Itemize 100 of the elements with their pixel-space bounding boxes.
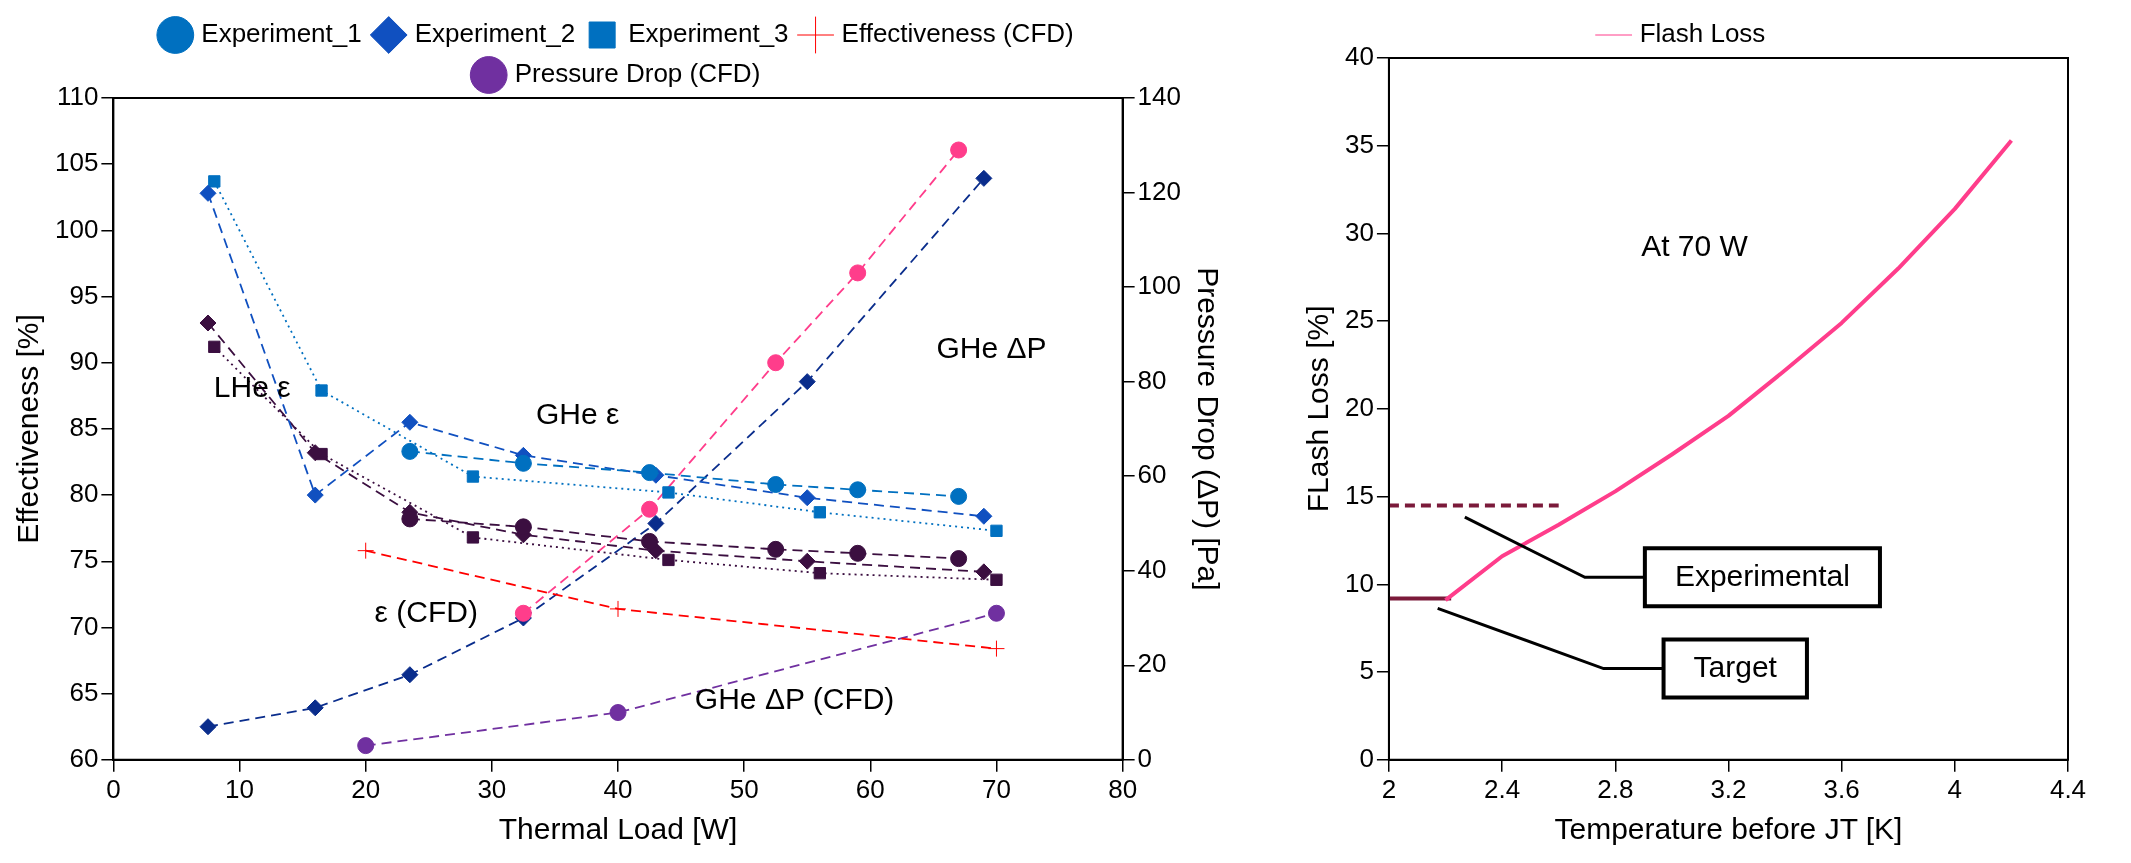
point [990, 524, 1003, 537]
x-tick-label: 70 [982, 773, 1011, 804]
point [641, 500, 659, 518]
x-axis-title: Thermal Load [W] [498, 812, 738, 846]
x-tick-label: 10 [225, 773, 254, 804]
legend-label: Experiment_1 [201, 18, 362, 49]
y2-tick-label: 140 [1137, 81, 1182, 112]
point [315, 384, 328, 397]
x-tick-label: 3.6 [1823, 773, 1860, 804]
point [813, 567, 827, 580]
y2-tick-label: 60 [1137, 459, 1167, 490]
y-tick-label: 20 [1345, 392, 1374, 423]
x-tick-label: 4 [1947, 773, 1963, 804]
y-tick-label: 70 [69, 610, 99, 641]
point [662, 486, 675, 499]
point [306, 486, 324, 504]
x-tick-label: 3.2 [1710, 773, 1747, 804]
x-tick-label: 80 [1108, 773, 1138, 804]
point [975, 169, 993, 187]
annotation: At 70 W [1641, 228, 1749, 262]
y-tick-label: 80 [69, 478, 99, 509]
annotation: GHe ε [535, 396, 620, 430]
y-tick-label: 60 [69, 742, 99, 773]
y-tick-label: 40 [1345, 41, 1374, 72]
point [767, 475, 785, 493]
x-tick-label: 2.8 [1597, 773, 1634, 804]
x-tick-label: 2 [1381, 773, 1397, 804]
point [401, 666, 419, 684]
point [466, 470, 480, 483]
point [849, 264, 867, 282]
legend-label: Experiment_2 [414, 18, 576, 49]
y2-tick-label: 20 [1137, 648, 1167, 679]
point [950, 550, 968, 568]
point [609, 704, 627, 722]
point [199, 314, 217, 332]
y-tick-label: 85 [69, 412, 99, 443]
y-tick-label: 10 [1345, 567, 1374, 598]
annotation: LHe ε [213, 370, 291, 404]
y-tick-label: 110 [56, 81, 99, 112]
point [987, 604, 1005, 622]
annotation: GHe ΔP (CFD) [694, 681, 895, 715]
x-tick-label: 30 [477, 773, 507, 804]
point [662, 553, 675, 567]
y-tick-label: 105 [54, 147, 99, 178]
point [813, 506, 827, 519]
y2-tick-label: 0 [1137, 742, 1153, 773]
y-tick-label: 25 [1345, 304, 1374, 335]
annotation: ε (CFD) [374, 595, 478, 629]
point [199, 184, 217, 202]
point [208, 175, 221, 188]
point [641, 532, 659, 550]
legend-label: Flash Loss [1639, 18, 1766, 49]
legend-label: Experiment_3 [628, 18, 789, 49]
x-tick-label: 20 [351, 773, 381, 804]
point [357, 737, 375, 755]
legend-label: Pressure Drop (CFD) [514, 58, 761, 89]
annotation: Experimental [1674, 558, 1850, 592]
y-tick-label: 100 [54, 213, 99, 244]
point [208, 340, 221, 353]
y-tick-label: 35 [1345, 128, 1374, 159]
point [950, 141, 968, 159]
point [798, 552, 816, 570]
y-tick-label: 5 [1359, 655, 1374, 686]
x-tick-label: 4.4 [2049, 773, 2087, 804]
y-tick-label: 30 [1345, 216, 1374, 247]
y-tick-label: 65 [69, 676, 99, 707]
y2-tick-label: 120 [1137, 175, 1182, 206]
point [357, 542, 375, 560]
point [975, 507, 993, 525]
point [767, 354, 785, 372]
y2-tick-label: 80 [1137, 364, 1167, 395]
x-tick-label: 40 [603, 773, 633, 804]
y-axis-title: Effectiveness [%] [11, 314, 45, 544]
x-tick-label: 60 [855, 773, 885, 804]
point [401, 413, 419, 431]
point [609, 600, 627, 618]
point [199, 718, 217, 736]
point [647, 514, 665, 532]
y2-axis-title: Pressure Drop (ΔP) [Pa] [1191, 267, 1225, 591]
point [798, 373, 816, 391]
point [987, 640, 1005, 658]
y-tick-label: 90 [69, 345, 99, 376]
point [466, 531, 480, 544]
point [514, 454, 532, 472]
point [306, 699, 324, 717]
y-axis-title: FLash Loss [%] [1301, 305, 1335, 513]
legend-label: Effectiveness (CFD) [841, 18, 1074, 49]
x-tick-label: 0 [106, 773, 121, 804]
x-tick-label: 50 [729, 773, 759, 804]
y-tick-label: 15 [1345, 479, 1374, 510]
annotation: GHe ΔP [936, 330, 1047, 364]
point [950, 487, 968, 505]
point [849, 544, 867, 562]
point [798, 489, 816, 507]
point [990, 573, 1003, 586]
y-tick-label: 95 [69, 279, 99, 310]
point [767, 540, 785, 558]
point [849, 481, 867, 499]
x-axis-title: Temperature before JT [K] [1554, 812, 1903, 846]
point [975, 563, 993, 581]
